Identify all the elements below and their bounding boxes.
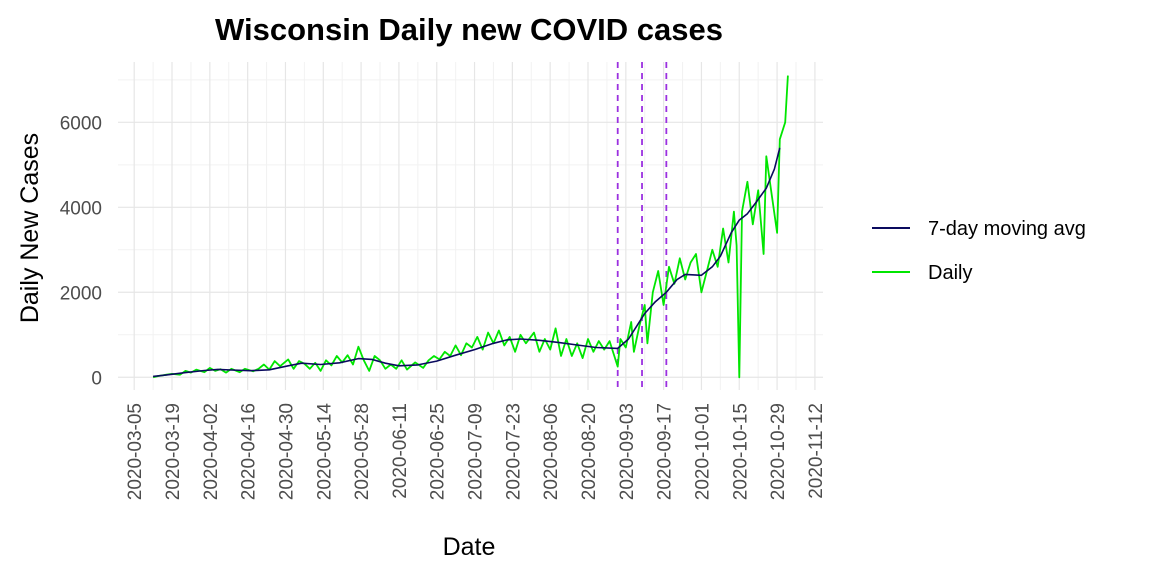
- grid: [118, 62, 823, 390]
- chart-title: Wisconsin Daily new COVID cases: [215, 12, 723, 47]
- x-tick-label: 2020-05-14: [314, 403, 335, 501]
- y-tick-labels: 0 2000 4000 6000: [60, 113, 102, 389]
- x-tick-label: 2020-06-25: [428, 403, 449, 500]
- x-tick-label: 2020-10-01: [692, 403, 713, 500]
- x-tick-label: 2020-07-09: [466, 403, 487, 500]
- legend-label: 7-day moving avg: [928, 218, 1086, 240]
- series-line-moving-avg: [153, 147, 781, 378]
- x-axis-title: Date: [443, 533, 496, 561]
- y-tick-label: 2000: [60, 283, 102, 304]
- x-tick-label: 2020-11-12: [806, 403, 827, 499]
- x-tick-label: 2020-04-16: [239, 403, 260, 500]
- y-tick-label: 6000: [60, 113, 102, 134]
- x-tick-label: 2020-03-19: [163, 403, 184, 500]
- y-tick-label: 4000: [60, 198, 102, 219]
- x-tick-label: 2020-10-15: [730, 403, 751, 500]
- y-axis-title: Daily New Cases: [16, 133, 44, 323]
- x-tick-label: 2020-03-05: [125, 403, 146, 500]
- x-tick-label: 2020-08-20: [579, 403, 600, 500]
- reference-lines: [616, 62, 668, 390]
- x-tick-label: 2020-05-28: [352, 403, 373, 500]
- x-tick-label: 2020-04-02: [201, 403, 222, 500]
- x-tick-label: 2020-09-03: [617, 403, 638, 500]
- x-tick-label: 2020-07-23: [503, 403, 524, 500]
- x-tick-label: 2020-06-11: [390, 403, 411, 499]
- x-tick-label: 2020-08-06: [541, 403, 562, 500]
- x-tick-label: 2020-04-30: [276, 403, 297, 500]
- series-line-daily: [152, 75, 789, 379]
- legend: 7-day moving avg Daily: [872, 218, 1086, 284]
- x-tick-label: 2020-10-29: [768, 403, 789, 500]
- x-tick-label: 2020-09-17: [655, 403, 676, 500]
- legend-label: Daily: [928, 262, 972, 284]
- x-tick-labels: 2020-03-05 2020-03-19 2020-04-02 2020-04-16…: [125, 403, 827, 501]
- y-tick-label: 0: [91, 368, 102, 389]
- series-lines: [152, 75, 789, 379]
